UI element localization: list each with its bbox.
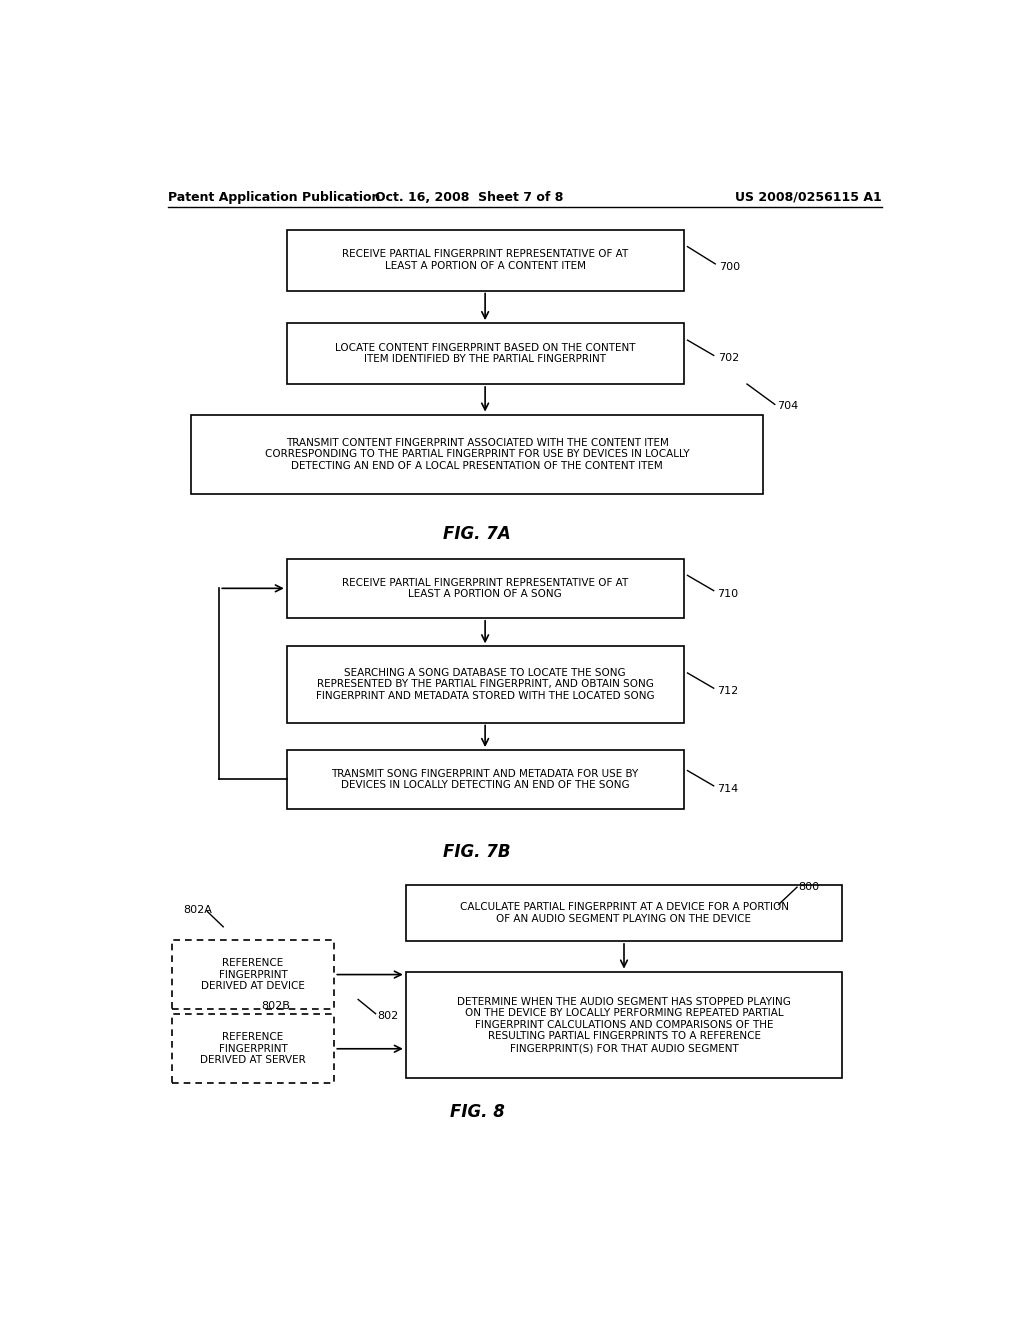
- FancyBboxPatch shape: [406, 972, 842, 1078]
- Text: 710: 710: [717, 589, 738, 599]
- Text: RECEIVE PARTIAL FINGERPRINT REPRESENTATIVE OF AT
LEAST A PORTION OF A CONTENT IT: RECEIVE PARTIAL FINGERPRINT REPRESENTATI…: [342, 249, 629, 271]
- Text: SEARCHING A SONG DATABASE TO LOCATE THE SONG
REPRESENTED BY THE PARTIAL FINGERPR: SEARCHING A SONG DATABASE TO LOCATE THE …: [315, 668, 654, 701]
- Text: 802A: 802A: [183, 904, 212, 915]
- Text: 802: 802: [377, 1011, 398, 1020]
- Text: RECEIVE PARTIAL FINGERPRINT REPRESENTATIVE OF AT
LEAST A PORTION OF A SONG: RECEIVE PARTIAL FINGERPRINT REPRESENTATI…: [342, 578, 629, 599]
- FancyBboxPatch shape: [287, 558, 684, 618]
- Text: TRANSMIT SONG FINGERPRINT AND METADATA FOR USE BY
DEVICES IN LOCALLY DETECTING A: TRANSMIT SONG FINGERPRINT AND METADATA F…: [332, 768, 639, 791]
- Text: FIG. 8: FIG. 8: [450, 1102, 505, 1121]
- FancyBboxPatch shape: [287, 647, 684, 722]
- Text: 712: 712: [717, 686, 738, 696]
- FancyBboxPatch shape: [191, 414, 763, 494]
- Text: 802B: 802B: [261, 1001, 290, 1011]
- Text: Patent Application Publication: Patent Application Publication: [168, 190, 380, 203]
- Text: Oct. 16, 2008  Sheet 7 of 8: Oct. 16, 2008 Sheet 7 of 8: [375, 190, 563, 203]
- Text: CALCULATE PARTIAL FINGERPRINT AT A DEVICE FOR A PORTION
OF AN AUDIO SEGMENT PLAY: CALCULATE PARTIAL FINGERPRINT AT A DEVIC…: [460, 903, 788, 924]
- Text: 700: 700: [719, 261, 740, 272]
- Text: REFERENCE
FINGERPRINT
DERIVED AT DEVICE: REFERENCE FINGERPRINT DERIVED AT DEVICE: [201, 958, 305, 991]
- Text: DETERMINE WHEN THE AUDIO SEGMENT HAS STOPPED PLAYING
ON THE DEVICE BY LOCALLY PE: DETERMINE WHEN THE AUDIO SEGMENT HAS STO…: [457, 997, 791, 1053]
- FancyBboxPatch shape: [287, 750, 684, 809]
- FancyBboxPatch shape: [287, 230, 684, 290]
- Text: 702: 702: [718, 354, 739, 363]
- FancyBboxPatch shape: [406, 886, 842, 941]
- Text: 704: 704: [777, 401, 799, 412]
- FancyBboxPatch shape: [287, 323, 684, 384]
- Text: 714: 714: [717, 784, 738, 793]
- Text: FIG. 7B: FIG. 7B: [443, 842, 511, 861]
- Text: 800: 800: [799, 882, 820, 892]
- Text: TRANSMIT CONTENT FINGERPRINT ASSOCIATED WITH THE CONTENT ITEM
CORRESPONDING TO T: TRANSMIT CONTENT FINGERPRINT ASSOCIATED …: [265, 437, 689, 471]
- Text: REFERENCE
FINGERPRINT
DERIVED AT SERVER: REFERENCE FINGERPRINT DERIVED AT SERVER: [200, 1032, 306, 1065]
- Text: LOCATE CONTENT FINGERPRINT BASED ON THE CONTENT
ITEM IDENTIFIED BY THE PARTIAL F: LOCATE CONTENT FINGERPRINT BASED ON THE …: [335, 343, 635, 364]
- FancyBboxPatch shape: [172, 940, 334, 1008]
- FancyBboxPatch shape: [172, 1014, 334, 1084]
- Text: US 2008/0256115 A1: US 2008/0256115 A1: [735, 190, 882, 203]
- Text: FIG. 7A: FIG. 7A: [443, 525, 511, 544]
